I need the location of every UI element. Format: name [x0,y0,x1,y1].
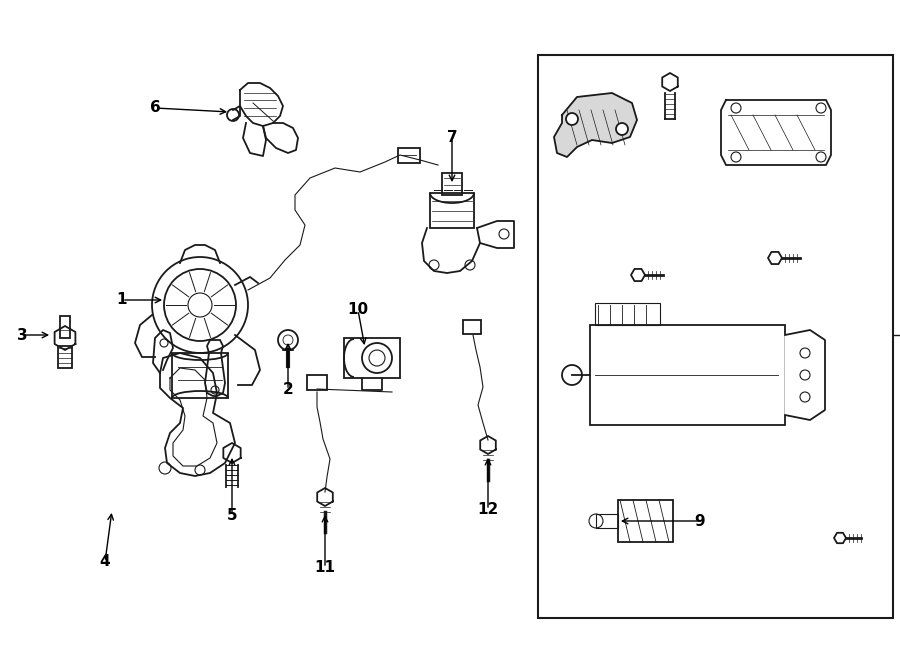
Bar [307,375,327,390]
Bar [398,148,420,163]
Bar [172,353,228,398]
Text: 11: 11 [314,561,336,576]
Bar [60,316,70,338]
Polygon shape [233,106,240,120]
Polygon shape [834,533,846,543]
Circle shape [731,103,741,113]
Polygon shape [768,252,782,264]
Bar [538,55,893,618]
Bar [596,514,618,528]
Bar [590,325,785,425]
Polygon shape [477,221,514,248]
Polygon shape [160,353,235,476]
Polygon shape [554,93,637,157]
Polygon shape [263,123,298,153]
Bar [595,303,660,325]
Polygon shape [153,330,173,373]
Bar [58,346,72,368]
Text: 9: 9 [695,514,706,529]
Circle shape [816,152,826,162]
Polygon shape [662,73,678,91]
Text: 5: 5 [227,508,238,522]
Bar [430,193,474,228]
Polygon shape [223,443,240,463]
Circle shape [616,123,628,135]
Bar [442,173,462,195]
Text: 4: 4 [100,555,111,570]
Bar [618,500,673,542]
Text: 1: 1 [117,293,127,307]
Polygon shape [243,123,266,156]
Text: 12: 12 [477,502,499,518]
Text: 3: 3 [17,327,27,342]
Circle shape [566,113,578,125]
Circle shape [816,103,826,113]
Text: 6: 6 [149,100,160,116]
Bar [344,338,400,378]
Text: 10: 10 [347,303,369,317]
Circle shape [731,152,741,162]
Polygon shape [205,340,225,396]
Polygon shape [631,269,645,281]
Bar [463,320,481,334]
Polygon shape [422,228,480,273]
Text: 7: 7 [446,130,457,145]
Polygon shape [240,83,283,126]
Text: 2: 2 [283,383,293,397]
Polygon shape [785,330,825,420]
Polygon shape [721,100,831,165]
